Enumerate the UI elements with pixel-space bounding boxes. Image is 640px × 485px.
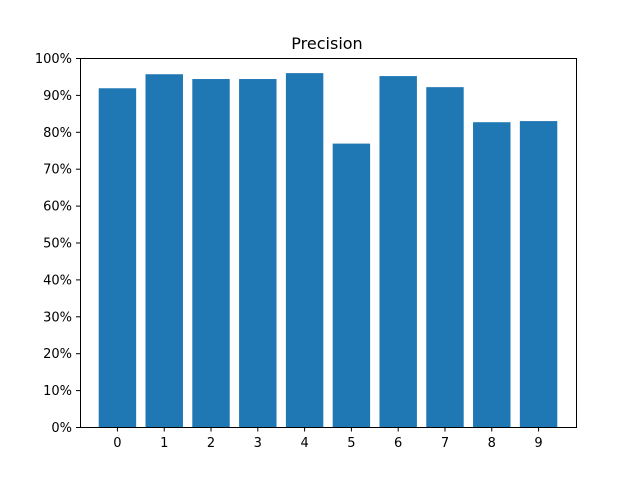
y-tick-label: 70%: [43, 163, 72, 178]
x-tick-label: 2: [207, 436, 215, 451]
x-tick-label: 0: [113, 436, 121, 451]
y-tick-label: 20%: [43, 347, 72, 362]
y-tick-label: 40%: [43, 273, 72, 288]
y-tick-label: 50%: [43, 237, 72, 252]
x-tick-label: 4: [300, 436, 308, 451]
x-axis: 0 1 2 3 4 5 6 7 8 9: [113, 427, 543, 451]
y-tick-label: 10%: [43, 384, 72, 399]
x-tick-label: 9: [534, 436, 542, 451]
x-tick-label: 5: [347, 436, 355, 451]
bar-9: [519, 121, 558, 427]
x-tick-label: 8: [488, 436, 496, 451]
y-tick-label: 0%: [51, 421, 72, 436]
x-tick-label: 7: [441, 436, 449, 451]
chart-title: Precision: [291, 34, 362, 53]
bar-1: [145, 74, 183, 428]
y-tick-label: 30%: [43, 310, 72, 325]
bar-4: [285, 73, 324, 427]
x-tick-label: 1: [160, 436, 168, 451]
bar-5: [332, 143, 371, 427]
bar-3: [239, 79, 277, 428]
bar-8: [473, 122, 511, 428]
bar-0: [98, 88, 137, 428]
bar-2: [192, 79, 230, 428]
y-tick-label: 90%: [43, 89, 72, 104]
bar-6: [379, 76, 417, 428]
y-tick-label: 80%: [43, 126, 72, 141]
y-axis: 0% 10% 20% 30% 40% 50% 60% 70% 80% 90% 100%: [35, 52, 81, 436]
y-tick-label: 100%: [35, 52, 72, 67]
y-tick-label: 60%: [43, 200, 72, 215]
plot-frame: [80, 58, 577, 428]
bar-7: [426, 87, 464, 427]
x-tick-label: 3: [254, 436, 262, 451]
x-tick-label: 6: [394, 436, 402, 451]
bars-layer: [98, 73, 558, 428]
